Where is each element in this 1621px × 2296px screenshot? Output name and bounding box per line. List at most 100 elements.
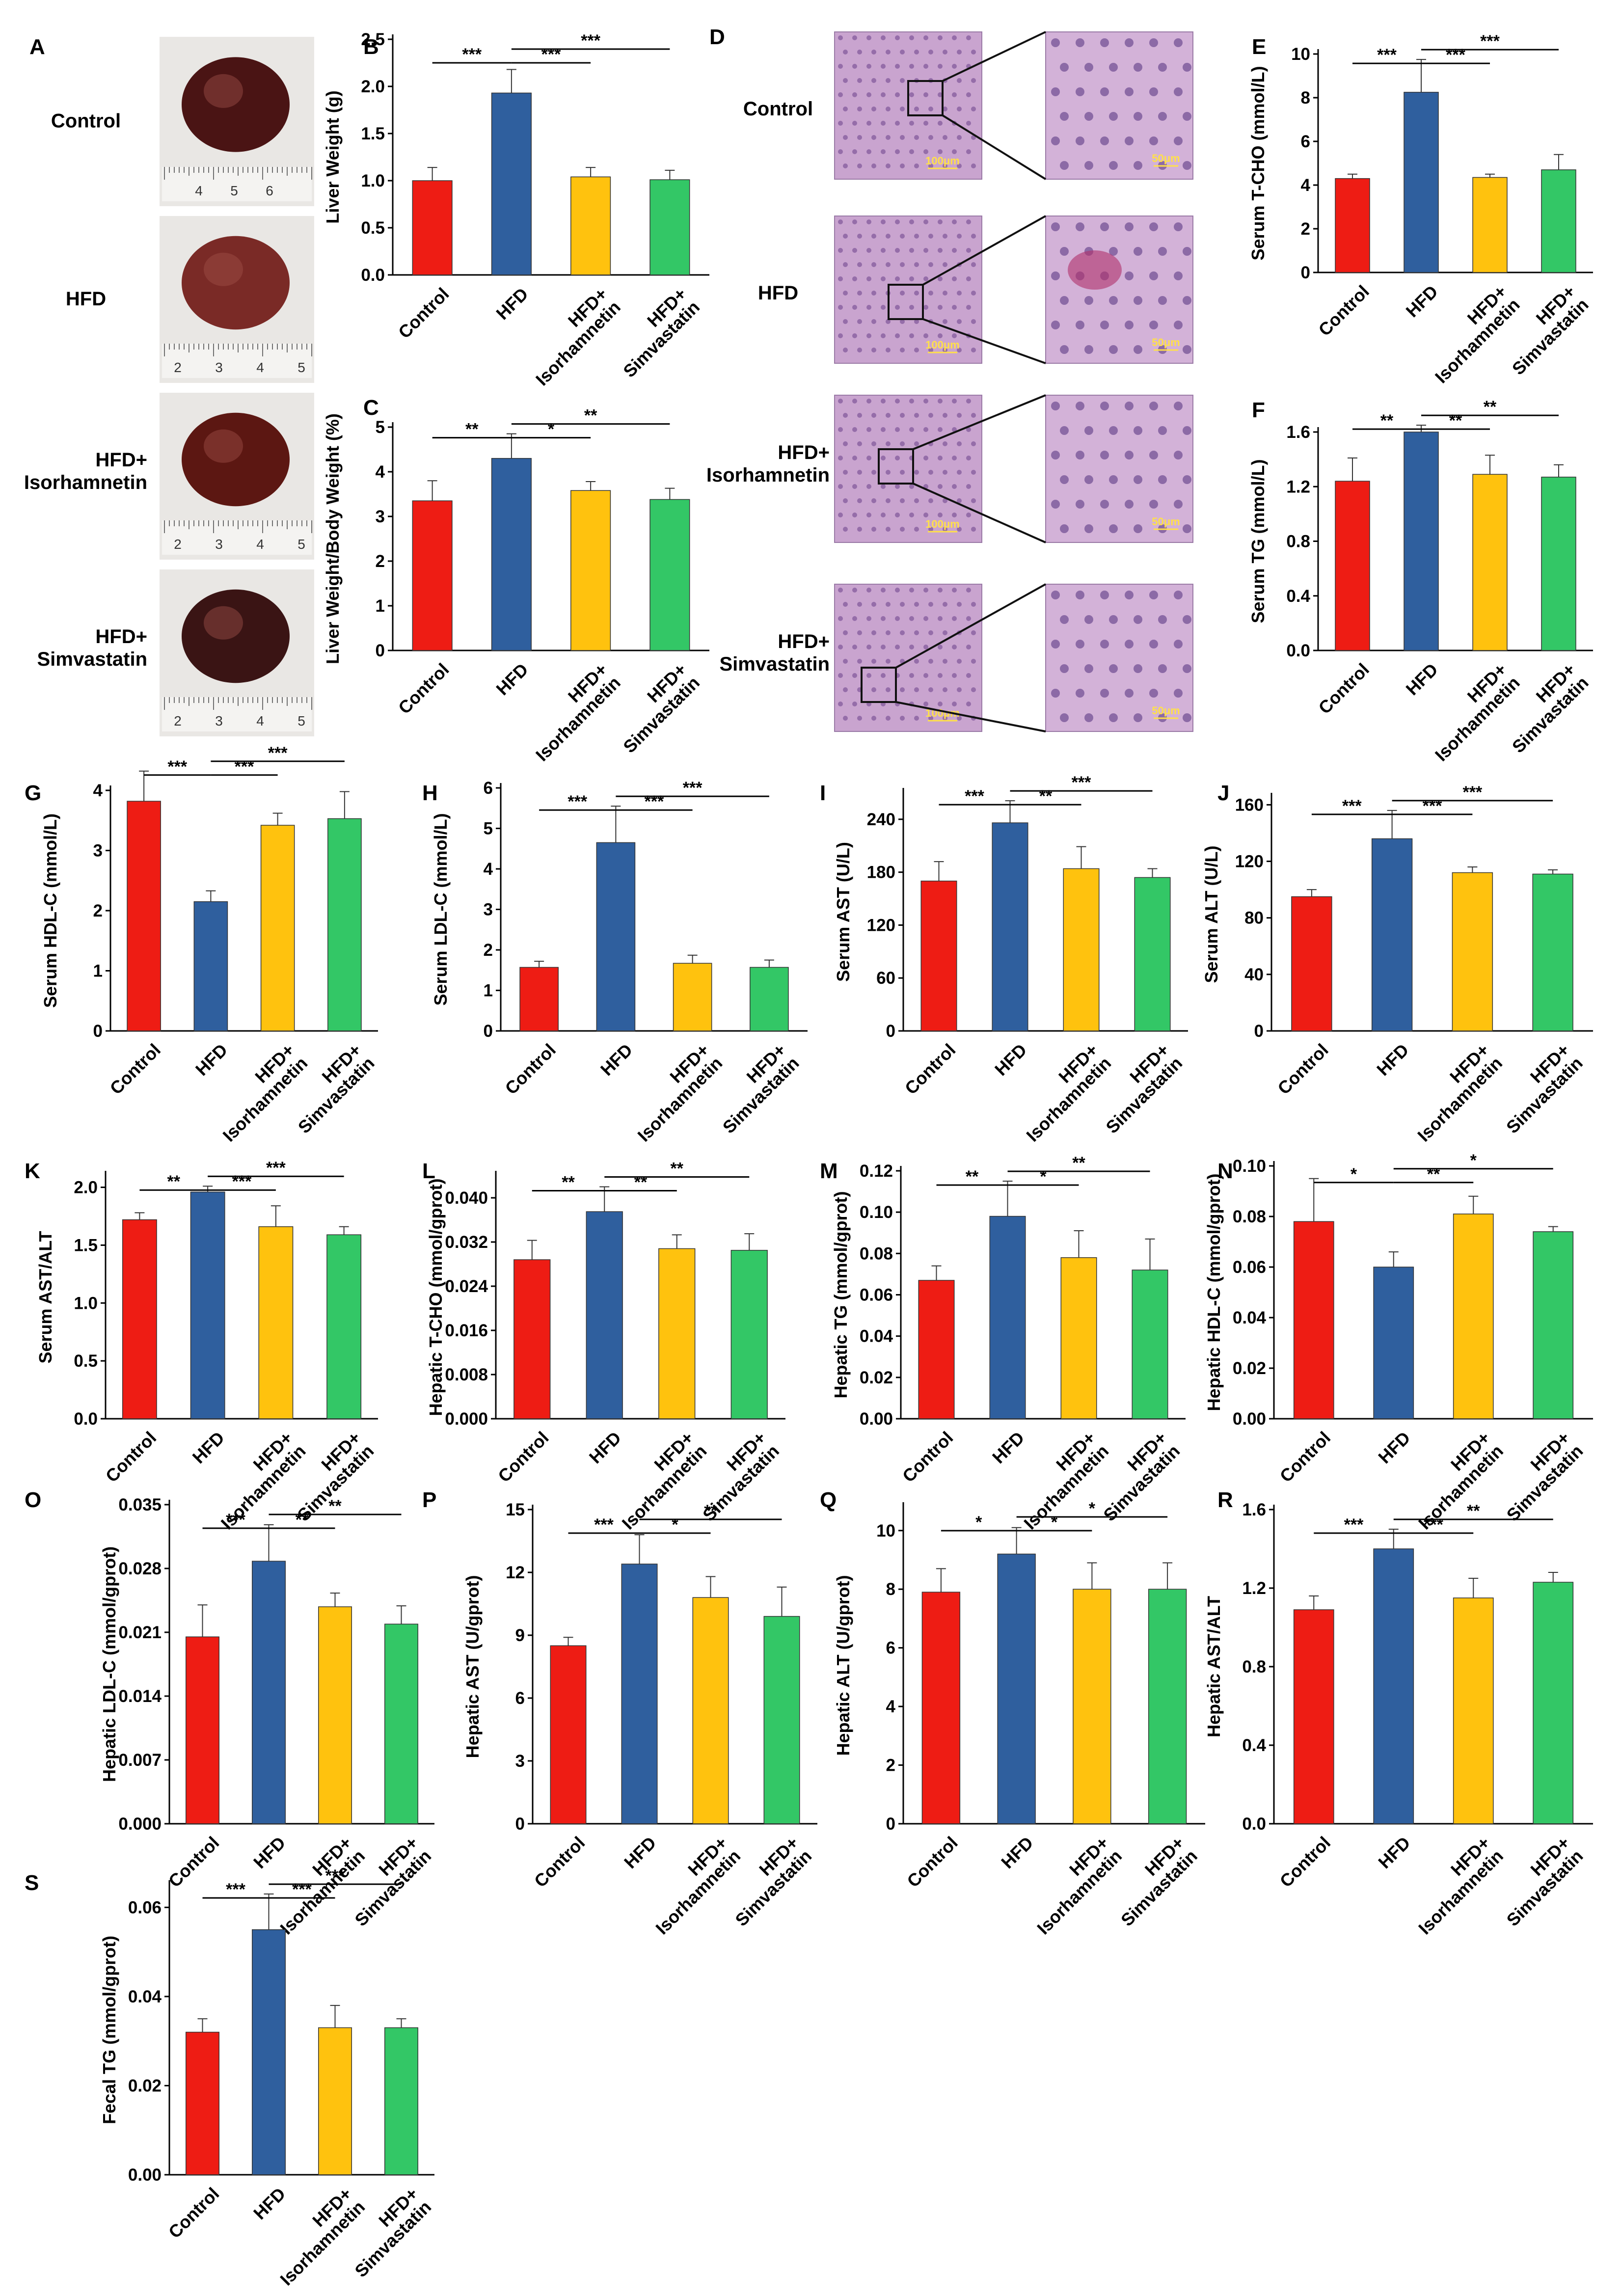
significance-label: *** [594, 1515, 614, 1534]
significance-label: ** [671, 1160, 684, 1178]
nucleus [1076, 402, 1084, 410]
liver-icon [182, 236, 290, 330]
zoom-box [888, 284, 924, 320]
nucleus [881, 64, 886, 69]
nucleus [871, 413, 876, 418]
bar-hfd-simvastatin [384, 1623, 418, 1824]
nucleus [843, 527, 848, 532]
y-tick-label: 3 [93, 841, 103, 861]
ruler-label: 6 [266, 183, 273, 198]
nucleus [971, 262, 976, 267]
x-tick-label: HFD+Simvastatin [718, 1833, 815, 1930]
nucleus [928, 163, 933, 168]
nucleus [1134, 161, 1142, 170]
x-tick-label: Control [102, 1428, 160, 1486]
nucleus [843, 135, 848, 140]
x-tick-label: HFD+Simvastatin [606, 659, 703, 757]
bar-hfd-simvastatin [763, 1616, 800, 1824]
nucleus [838, 121, 843, 126]
chart-F: F 0.0 0.4 0.8 1.2 1.6 Serum TG (mmol/L) Control… [1248, 398, 1593, 765]
y-tick-label: 2 [93, 901, 103, 920]
y-tick-label: 120 [1235, 852, 1264, 871]
y-tick-label: 0 [1254, 1022, 1264, 1041]
significance-label: *** [1446, 46, 1465, 64]
significance-label: ** [465, 420, 479, 439]
bar-hfd [491, 92, 532, 275]
y-tick-label: 1.5 [361, 124, 385, 143]
nucleus [1060, 161, 1069, 170]
nucleus [886, 470, 891, 475]
nucleus [923, 305, 928, 310]
y-tick-label: 8 [886, 1580, 895, 1599]
nucleus [843, 413, 848, 418]
x-tick-label: HFD+Isorhamnetin [1401, 1428, 1507, 1534]
nucleus [1084, 664, 1093, 673]
significance-label: ** [1467, 1502, 1480, 1520]
zoom-connector [913, 483, 1046, 543]
nucleus [895, 219, 900, 224]
nucleus [909, 333, 914, 338]
y-tick-label: 0 [515, 1814, 525, 1834]
nucleus [857, 470, 862, 475]
nucleus [895, 35, 900, 40]
nucleus [923, 35, 928, 40]
y-tick-label: 2 [886, 1756, 895, 1775]
nucleus [852, 399, 857, 404]
nucleus [909, 248, 914, 253]
nucleus [900, 78, 905, 83]
zoom-connector [922, 318, 1046, 364]
significance-label: ** [1072, 1154, 1085, 1172]
bar-hfd-simvastatin [730, 1250, 768, 1419]
nucleus [886, 630, 891, 635]
panel-label: J [1217, 781, 1229, 805]
nucleus [852, 121, 857, 126]
nucleus [866, 248, 871, 253]
bar-control [186, 1636, 219, 1824]
nucleus [928, 527, 933, 532]
nucleus [871, 163, 876, 168]
x-tick-label: Control [164, 1833, 223, 1891]
nucleus [923, 333, 928, 338]
nucleus [886, 319, 891, 324]
x-tick-label: HFD+Isorhamnetin [1401, 1833, 1507, 1939]
nucleus [895, 588, 900, 593]
nucleus [1060, 664, 1069, 673]
nucleus [1125, 640, 1134, 648]
x-tick-label: HFD [1402, 659, 1442, 699]
significance-label: *** [1480, 32, 1500, 51]
nucleus [1100, 87, 1109, 96]
y-axis-title: Serum AST (U/L) [833, 842, 853, 982]
nucleus [943, 659, 947, 664]
nucleus [871, 348, 876, 352]
nucleus [1051, 591, 1060, 599]
nucleus [957, 78, 962, 83]
nucleus [886, 50, 891, 54]
photo-row-label: Control [51, 110, 121, 132]
histology-row-label: HFD [758, 282, 798, 304]
x-tick-label: HFD [1374, 1833, 1414, 1872]
nucleus [886, 135, 891, 140]
nucleus [971, 441, 976, 446]
nucleus [1051, 136, 1060, 145]
nucleus [886, 687, 891, 692]
panel-label: O [25, 1488, 41, 1512]
nucleus [895, 64, 900, 69]
x-tick-label: HFD+Simvastatin [1489, 1040, 1587, 1137]
scale-bar-label: 100μm [925, 339, 960, 351]
nucleus [1134, 524, 1142, 533]
nucleus [943, 135, 947, 140]
nucleus [938, 616, 943, 621]
x-tick-label: HFD+Isorhamnetin [1400, 1040, 1506, 1146]
y-tick-label: 0.5 [74, 1351, 98, 1371]
histology-row: 100μm 50μm HFD [758, 215, 1193, 364]
panel-label: A [29, 35, 45, 59]
significance-label: ** [704, 1502, 717, 1520]
chart-R: R 0.0 0.4 0.8 1.2 1.6 Hepatic AST/ALT Control HF… [1204, 1488, 1593, 1939]
x-tick-label: Control [903, 1833, 961, 1891]
nucleus [895, 305, 900, 310]
panel-label: F [1252, 398, 1265, 422]
bar-hfd-isorhamnetin [318, 2027, 352, 2175]
nucleus [843, 602, 848, 607]
